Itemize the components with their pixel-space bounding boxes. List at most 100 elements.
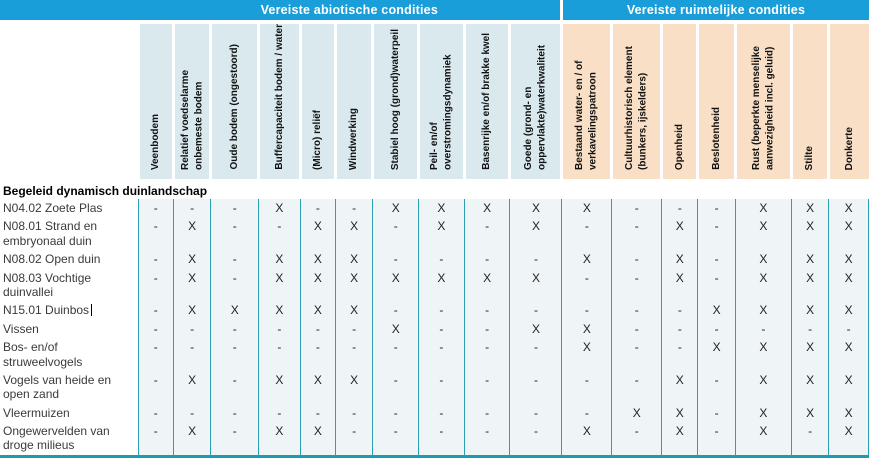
cell-value[interactable]: X <box>561 250 612 269</box>
cell-value[interactable]: X <box>828 217 869 251</box>
cell-value[interactable]: X <box>790 217 829 251</box>
cell-value[interactable]: - <box>828 319 869 339</box>
cell-value[interactable]: - <box>137 268 174 302</box>
cell-value[interactable]: X <box>418 217 465 251</box>
cell-value[interactable]: X <box>258 370 301 404</box>
cell-value[interactable]: - <box>509 301 562 320</box>
cell-value[interactable]: - <box>299 403 336 423</box>
cell-value[interactable]: - <box>137 319 174 339</box>
cell-value[interactable]: X <box>734 199 792 218</box>
cell-value[interactable]: X <box>172 301 211 320</box>
row-label-n04-02-zoete-plas[interactable]: N04.02 Zoete Plas <box>0 199 139 218</box>
cell-value[interactable]: X <box>828 370 869 404</box>
cell-value[interactable]: X <box>509 319 562 339</box>
cell-value[interactable]: X <box>561 422 612 457</box>
cell-value[interactable]: X <box>334 250 373 269</box>
cell-value[interactable]: - <box>611 370 662 404</box>
cell-value[interactable]: - <box>561 370 612 404</box>
cell-value[interactable]: - <box>561 268 612 302</box>
cell-value[interactable]: - <box>611 199 662 218</box>
cell-value[interactable]: X <box>661 370 698 404</box>
cell-value[interactable]: - <box>210 403 259 423</box>
cell-value[interactable]: X <box>790 370 829 404</box>
cell-value[interactable]: - <box>258 217 301 251</box>
col-header-buffercapaciteit-bodem-water[interactable]: Buffercapaciteit bodem / water <box>257 22 301 181</box>
cell-value[interactable]: - <box>463 422 510 457</box>
cell-value[interactable]: - <box>561 403 612 423</box>
cell-value[interactable]: - <box>299 319 336 339</box>
cell-value[interactable]: - <box>418 370 465 404</box>
cell-value[interactable]: X <box>734 422 792 457</box>
cell-value[interactable]: X <box>697 338 736 371</box>
cell-value[interactable]: - <box>258 403 301 423</box>
cell-value[interactable]: - <box>210 217 259 251</box>
cell-value[interactable]: - <box>790 319 829 339</box>
cell-value[interactable]: - <box>334 199 373 218</box>
cell-value[interactable]: X <box>172 268 211 302</box>
cell-value[interactable]: X <box>561 338 612 371</box>
row-label-n08-01-strand-en-embryonaal-duin[interactable]: N08.01 Strand en embryonaal duin <box>0 217 139 251</box>
cell-value[interactable]: X <box>790 199 829 218</box>
cell-value[interactable]: - <box>137 422 174 457</box>
cell-value[interactable]: X <box>790 403 829 423</box>
col-header-bestaand-water-en-of-verkaveling[interactable]: Bestaand water- en / of verkavelingspatr… <box>560 22 612 181</box>
cell-value[interactable]: X <box>828 338 869 371</box>
cell-value[interactable]: X <box>661 403 698 423</box>
row-label-vogels-van-heide-en-open-zand[interactable]: Vogels van heide en open zand <box>0 370 139 404</box>
cell-value[interactable]: X <box>661 268 698 302</box>
cell-value[interactable]: - <box>210 199 259 218</box>
cell-value[interactable]: X <box>299 217 336 251</box>
cell-value[interactable]: - <box>258 338 301 371</box>
col-header-cultuurhistorisch-element-bunker[interactable]: Cultuurhistorisch element (bunkers, ijsk… <box>610 22 662 181</box>
cell-value[interactable]: - <box>661 338 698 371</box>
cell-value[interactable]: X <box>828 422 869 457</box>
col-header-donkerte[interactable]: Donkerte <box>827 22 869 181</box>
cell-value[interactable]: X <box>561 319 612 339</box>
col-header-openheid[interactable]: Openheid <box>660 22 698 181</box>
col-header-windwerking[interactable]: Windwerking <box>333 22 373 181</box>
cell-value[interactable]: - <box>172 199 211 218</box>
cell-value[interactable]: - <box>611 268 662 302</box>
cell-value[interactable]: - <box>697 422 736 457</box>
col-header-goede-grond-en-oppervlakte-water[interactable]: Goede (grond- en oppervlakte)waterkwalit… <box>508 22 562 181</box>
cell-value[interactable]: X <box>611 403 662 423</box>
col-header-peil-en-of-overstromingsdynamiek[interactable]: Peil- en/of overstromingsdynamiek <box>417 22 465 181</box>
cell-value[interactable]: - <box>418 403 465 423</box>
cell-value[interactable]: - <box>137 199 174 218</box>
cell-value[interactable]: - <box>463 338 510 371</box>
cell-value[interactable]: - <box>210 250 259 269</box>
cell-value[interactable]: X <box>828 403 869 423</box>
cell-value[interactable]: - <box>661 199 698 218</box>
cell-value[interactable]: X <box>172 370 211 404</box>
cell-value[interactable]: X <box>509 268 562 302</box>
cell-value[interactable]: X <box>172 422 211 457</box>
cell-value[interactable]: - <box>334 422 373 457</box>
cell-value[interactable]: X <box>210 301 259 320</box>
cell-value[interactable]: - <box>137 217 174 251</box>
cell-value[interactable]: X <box>299 301 336 320</box>
cell-value[interactable]: X <box>299 250 336 269</box>
cell-value[interactable]: - <box>372 370 419 404</box>
cell-value[interactable]: - <box>418 301 465 320</box>
col-header-relatief-voedselarme-onbemeste-b[interactable]: Relatief voedselarme onbemeste bodem <box>171 22 211 181</box>
cell-value[interactable]: X <box>790 268 829 302</box>
cell-value[interactable]: X <box>299 370 336 404</box>
cell-value[interactable]: - <box>334 319 373 339</box>
cell-value[interactable]: - <box>561 301 612 320</box>
cell-value[interactable]: - <box>299 338 336 371</box>
col-header-veenbodem[interactable]: Veenbodem <box>136 22 174 181</box>
col-header-basenrijke-en-of-brakke-kwel[interactable]: Basenrijke en/of brakke kwel <box>462 22 510 181</box>
cell-value[interactable]: X <box>299 268 336 302</box>
cell-value[interactable]: - <box>172 403 211 423</box>
cell-value[interactable]: - <box>463 250 510 269</box>
cell-value[interactable]: X <box>661 250 698 269</box>
cell-value[interactable]: - <box>509 370 562 404</box>
cell-value[interactable]: - <box>418 422 465 457</box>
cell-value[interactable]: X <box>258 199 301 218</box>
row-label-n08-02-open-duin[interactable]: N08.02 Open duin <box>0 250 139 269</box>
cell-value[interactable]: X <box>790 250 829 269</box>
cell-value[interactable]: X <box>828 250 869 269</box>
cell-value[interactable]: X <box>734 370 792 404</box>
row-label-vissen[interactable]: Vissen <box>0 319 139 339</box>
cell-value[interactable]: X <box>734 217 792 251</box>
